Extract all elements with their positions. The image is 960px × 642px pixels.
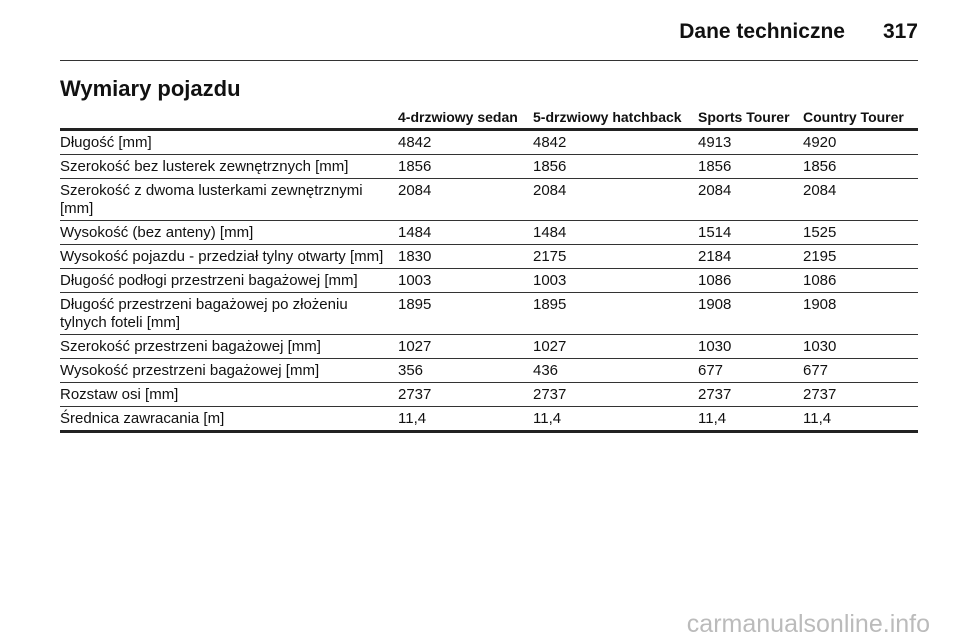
- cell: 1027: [533, 334, 698, 359]
- dimensions-table: 4-drzwiowy sedan 5-drzwiowy hatchback Spor…: [60, 106, 918, 433]
- cell: 1525: [803, 220, 918, 245]
- column-header: [60, 106, 398, 131]
- row-label: Wysokość (bez anteny) [mm]: [60, 220, 398, 245]
- cell: 1086: [698, 268, 803, 293]
- cell: 1830: [398, 244, 533, 269]
- cell: 2737: [398, 382, 533, 407]
- column-header: 5-drzwiowy hatchback: [533, 106, 698, 131]
- table-row: Szerokość bez lusterek zewnętrznych [mm]…: [60, 154, 918, 179]
- cell: 1895: [533, 292, 698, 335]
- cell: 1856: [398, 154, 533, 179]
- cell: 677: [698, 358, 803, 383]
- cell: 1003: [533, 268, 698, 293]
- cell: 1856: [803, 154, 918, 179]
- cell: 2737: [803, 382, 918, 407]
- cell: 1856: [533, 154, 698, 179]
- row-label: Długość przestrzeni bagażowej po złożeni…: [60, 292, 398, 335]
- cell: 436: [533, 358, 698, 383]
- cell: 1514: [698, 220, 803, 245]
- cell: 2737: [698, 382, 803, 407]
- table-row: Długość przestrzeni bagażowej po złożeni…: [60, 292, 918, 335]
- header-rule: [60, 60, 918, 61]
- row-label: Rozstaw osi [mm]: [60, 382, 398, 407]
- column-header: 4-drzwiowy sedan: [398, 106, 533, 131]
- column-header: Country Tourer: [803, 106, 918, 131]
- cell: 2195: [803, 244, 918, 269]
- cell: 4842: [398, 129, 533, 155]
- cell: 677: [803, 358, 918, 383]
- row-label: Szerokość przestrzeni bagażowej [mm]: [60, 334, 398, 359]
- table-row: Długość podłogi przestrzeni bagażowej [m…: [60, 268, 918, 293]
- cell: 11,4: [398, 406, 533, 433]
- cell: 2175: [533, 244, 698, 269]
- cell: 2084: [698, 178, 803, 221]
- cell: 2084: [803, 178, 918, 221]
- cell: 1908: [803, 292, 918, 335]
- section-name: Dane techniczne: [679, 20, 845, 43]
- watermark: carmanualsonline.info: [686, 610, 930, 638]
- cell: 2084: [398, 178, 533, 221]
- table-row: Wysokość (bez anteny) [mm] 1484 1484 1514 15…: [60, 220, 918, 245]
- cell: 1484: [398, 220, 533, 245]
- cell: 1895: [398, 292, 533, 335]
- table-row: Długość [mm] 4842 4842 4913 4920: [60, 129, 918, 155]
- cell: 1856: [698, 154, 803, 179]
- cell: 11,4: [533, 406, 698, 433]
- row-label: Wysokość przestrzeni bagażowej [mm]: [60, 358, 398, 383]
- cell: 1030: [698, 334, 803, 359]
- section-title: Wymiary pojazdu: [60, 76, 241, 101]
- row-label: Długość [mm]: [60, 129, 398, 155]
- table-row: Wysokość pojazdu - przedział tylny otwar…: [60, 244, 918, 269]
- table-row: Szerokość z dwoma lusterkami zewnętrznym…: [60, 178, 918, 221]
- cell: 1027: [398, 334, 533, 359]
- table-row: Średnica zawracania [m] 11,4 11,4 11,4 11,4: [60, 406, 918, 433]
- row-label: Szerokość z dwoma lusterkami zewnętrznym…: [60, 178, 398, 221]
- cell: 2084: [533, 178, 698, 221]
- cell: 1086: [803, 268, 918, 293]
- cell: 1484: [533, 220, 698, 245]
- row-label: Długość podłogi przestrzeni bagażowej [m…: [60, 268, 398, 293]
- cell: 4913: [698, 129, 803, 155]
- cell: 356: [398, 358, 533, 383]
- row-label: Wysokość pojazdu - przedział tylny otwar…: [60, 244, 398, 269]
- cell: 11,4: [698, 406, 803, 433]
- page-header: Dane techniczne 317: [679, 20, 918, 44]
- cell: 2737: [533, 382, 698, 407]
- row-label: Szerokość bez lusterek zewnętrznych [mm]: [60, 154, 398, 179]
- cell: 1003: [398, 268, 533, 293]
- header-row: 4-drzwiowy sedan 5-drzwiowy hatchback Spor…: [60, 106, 918, 131]
- cell: 2184: [698, 244, 803, 269]
- table-row: Wysokość przestrzeni bagażowej [mm] 356 43…: [60, 358, 918, 383]
- cell: 4842: [533, 129, 698, 155]
- row-label: Średnica zawracania [m]: [60, 406, 398, 433]
- cell: 4920: [803, 129, 918, 155]
- table-row: Szerokość przestrzeni bagażowej [mm] 1027…: [60, 334, 918, 359]
- table-body: Długość [mm] 4842 4842 4913 4920 Szerokość be…: [60, 129, 918, 433]
- page-number: 317: [882, 20, 918, 43]
- cell: 11,4: [803, 406, 918, 433]
- cell: 1908: [698, 292, 803, 335]
- column-header: Sports Tourer: [698, 106, 803, 131]
- cell: 1030: [803, 334, 918, 359]
- table-row: Rozstaw osi [mm] 2737 2737 2737 2737: [60, 382, 918, 407]
